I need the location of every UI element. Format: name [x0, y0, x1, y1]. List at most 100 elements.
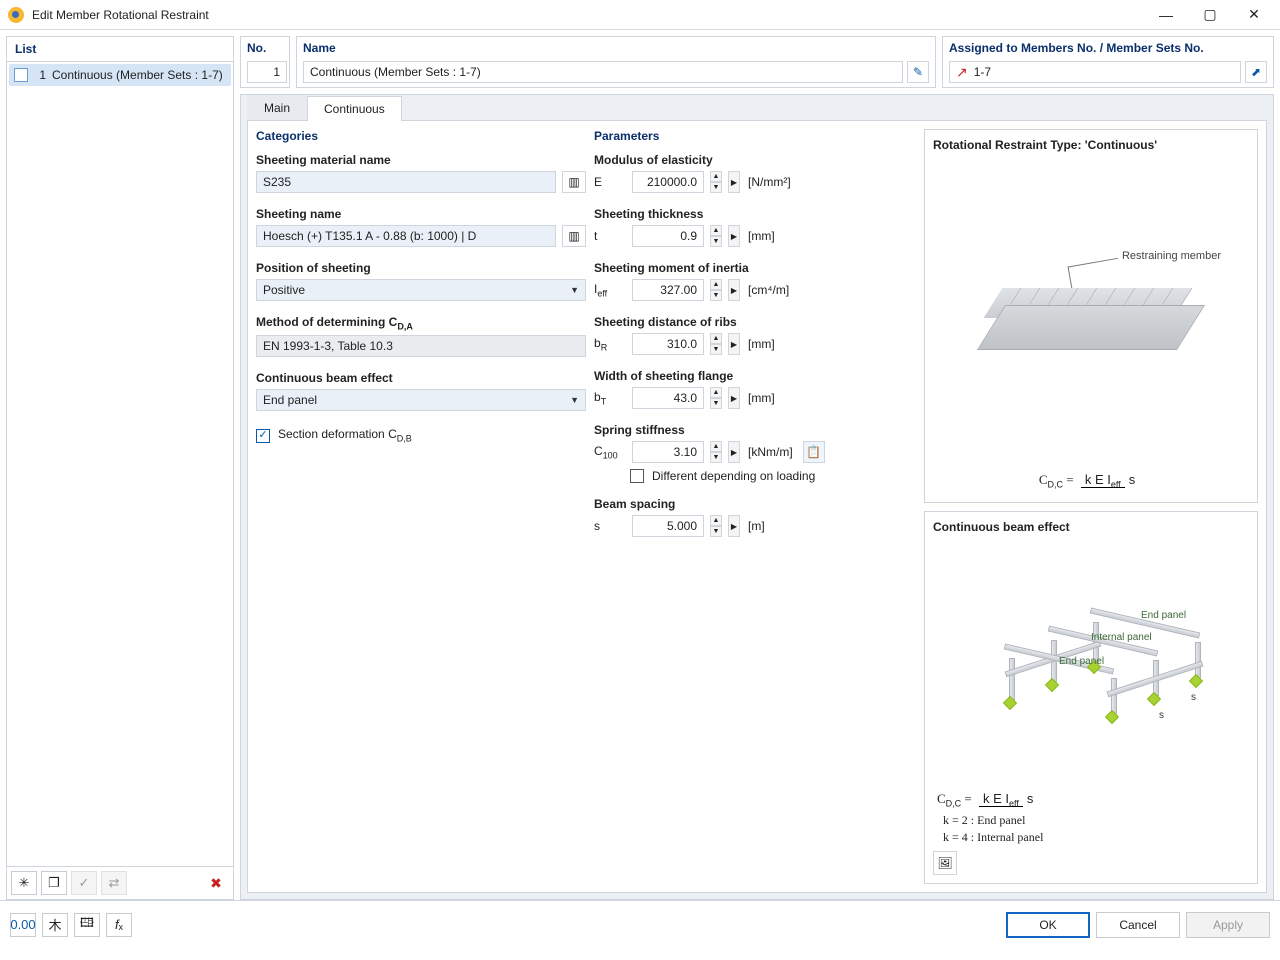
material-lib-icon[interactable]: ▥ — [562, 171, 586, 193]
sheet-name-label: Sheeting name — [256, 207, 586, 221]
sheeting-illustration: Restraining member — [991, 250, 1191, 370]
position-label: Position of sheeting — [256, 261, 586, 275]
spring-play-icon[interactable]: ▶ — [728, 441, 740, 463]
thickness-stepper[interactable]: ▲▼ — [710, 225, 722, 247]
tab-main[interactable]: Main — [247, 95, 307, 120]
minimize-icon[interactable]: — — [1148, 4, 1184, 26]
inertia-play-icon[interactable]: ▶ — [728, 279, 740, 301]
check-icon: ✓ — [256, 429, 270, 443]
thickness-symbol: t — [594, 229, 626, 243]
inertia-input[interactable]: 327.00 — [632, 279, 704, 301]
modulus-label: Modulus of elasticity — [594, 153, 916, 167]
modulus-input[interactable]: 210000.0 — [632, 171, 704, 193]
flange-stepper[interactable]: ▲▼ — [710, 387, 722, 409]
flange-play-icon[interactable]: ▶ — [728, 387, 740, 409]
spring-symbol: C100 — [594, 444, 626, 460]
sheet-material-input[interactable]: S235 — [256, 171, 556, 193]
chevron-down-icon: ▼ — [570, 395, 579, 405]
function-icon[interactable]: fₓ — [106, 913, 132, 937]
preview-type-header: Rotational Restraint Type: 'Continuous' — [933, 138, 1249, 152]
ribs-stepper[interactable]: ▲▼ — [710, 333, 722, 355]
label-end-panel-2: End panel — [1059, 656, 1104, 667]
inertia-unit: [cm⁴/m] — [748, 283, 789, 297]
structure-icon[interactable]: 木 — [42, 913, 68, 937]
legend-k4: k = 4 : Internal panel — [943, 830, 1239, 845]
no-input[interactable]: 1 — [247, 61, 287, 83]
swap-icon: ⇄ — [101, 871, 127, 895]
left-panel: List 1 Continuous (Member Sets : 1-7) ✳ … — [6, 36, 234, 900]
annotation-restraining-member: Restraining member — [1122, 250, 1221, 262]
spring-stepper[interactable]: ▲▼ — [710, 441, 722, 463]
modulus-unit: [N/mm²] — [748, 175, 791, 189]
assign-input[interactable]: ↗ 1-7 — [949, 61, 1241, 83]
list-item[interactable]: 1 Continuous (Member Sets : 1-7) — [9, 64, 231, 86]
preview-beam-header: Continuous beam effect — [933, 520, 1249, 534]
label-internal-panel: Internal panel — [1091, 632, 1152, 643]
sheet-material-label: Sheeting material name — [256, 153, 586, 167]
spring-label: Spring stiffness — [594, 423, 916, 437]
assign-arrow-icon: ↗ — [956, 64, 968, 81]
tab-continuous[interactable]: Continuous — [307, 96, 402, 121]
position-select[interactable]: Positive ▼ — [256, 279, 586, 301]
close-icon[interactable]: ✕ — [1236, 4, 1272, 26]
item-square-icon — [14, 68, 28, 82]
flange-symbol: bT — [594, 390, 626, 406]
spacing-play-icon[interactable]: ▶ — [728, 515, 740, 537]
thickness-label: Sheeting thickness — [594, 207, 916, 221]
method-label: Method of determining CD,A — [256, 315, 586, 331]
formula-cdc: CD,C = k E Ieffs — [933, 472, 1249, 490]
delete-icon[interactable]: ✖ — [203, 871, 229, 895]
spacing-input[interactable]: 5.000 — [632, 515, 704, 537]
section-deformation-checkbox[interactable]: ✓ Section deformation CD,B — [256, 427, 586, 443]
new-item-icon[interactable]: ✳ — [11, 871, 37, 895]
sheet-name-input[interactable]: Hoesch (+) T135.1 A - 0.88 (b: 1000) | D — [256, 225, 556, 247]
spacing-stepper[interactable]: ▲▼ — [710, 515, 722, 537]
spring-input[interactable]: 3.10 — [632, 441, 704, 463]
spring-pick-icon[interactable]: 📋 — [803, 441, 825, 463]
method-input: EN 1993-1-3, Table 10.3 — [256, 335, 586, 357]
ok-button[interactable]: OK — [1006, 912, 1090, 938]
thickness-play-icon[interactable]: ▶ — [728, 225, 740, 247]
different-loading-label: Different depending on loading — [652, 469, 815, 483]
modulus-play-icon[interactable]: ▶ — [728, 171, 740, 193]
preview-action-icon[interactable]: 🖼 — [933, 851, 957, 875]
inertia-stepper[interactable]: ▲▼ — [710, 279, 722, 301]
unchecked-icon — [630, 469, 644, 483]
maximize-icon[interactable]: ▢ — [1192, 4, 1228, 26]
preview-type-panel: Rotational Restraint Type: 'Continuous' … — [924, 129, 1258, 503]
spacing-label: Beam spacing — [594, 497, 916, 511]
precision-icon[interactable]: 0.00 — [10, 913, 36, 937]
spacing-unit: [m] — [748, 519, 765, 533]
sheet-lib-icon[interactable]: ▥ — [562, 225, 586, 247]
ribs-play-icon[interactable]: ▶ — [728, 333, 740, 355]
thickness-unit: [mm] — [748, 229, 775, 243]
beam-effect-label: Continuous beam effect — [256, 371, 586, 385]
flange-unit: [mm] — [748, 391, 775, 405]
image-icon[interactable]: 🖽 — [74, 913, 100, 937]
flange-input[interactable]: 43.0 — [632, 387, 704, 409]
different-loading-checkbox[interactable]: Different depending on loading — [630, 469, 916, 483]
flange-label: Width of sheeting flange — [594, 369, 916, 383]
parameters-header: Parameters — [594, 129, 916, 143]
check-icon: ✓ — [71, 871, 97, 895]
label-end-panel: End panel — [1141, 610, 1186, 621]
item-label: Continuous (Member Sets : 1-7) — [52, 68, 223, 82]
legend-k2: k = 2 : End panel — [943, 813, 1239, 828]
window-title: Edit Member Rotational Restraint — [32, 8, 1148, 22]
item-number: 1 — [34, 68, 46, 82]
edit-name-icon[interactable]: ✎ — [907, 61, 929, 83]
modulus-stepper[interactable]: ▲▼ — [710, 171, 722, 193]
categories-header: Categories — [256, 129, 586, 143]
cancel-button[interactable]: Cancel — [1096, 912, 1180, 938]
ribs-input[interactable]: 310.0 — [632, 333, 704, 355]
modulus-symbol: E — [594, 175, 626, 189]
name-input[interactable]: Continuous (Member Sets : 1-7) — [303, 61, 903, 83]
spacing-symbol: s — [594, 519, 626, 533]
apply-button: Apply — [1186, 912, 1270, 938]
thickness-input[interactable]: 0.9 — [632, 225, 704, 247]
left-header: List — [7, 37, 233, 62]
ribs-unit: [mm] — [748, 337, 775, 351]
pick-members-icon[interactable]: ⬈ — [1245, 61, 1267, 83]
beam-effect-select[interactable]: End panel ▼ — [256, 389, 586, 411]
duplicate-icon[interactable]: ❐ — [41, 871, 67, 895]
